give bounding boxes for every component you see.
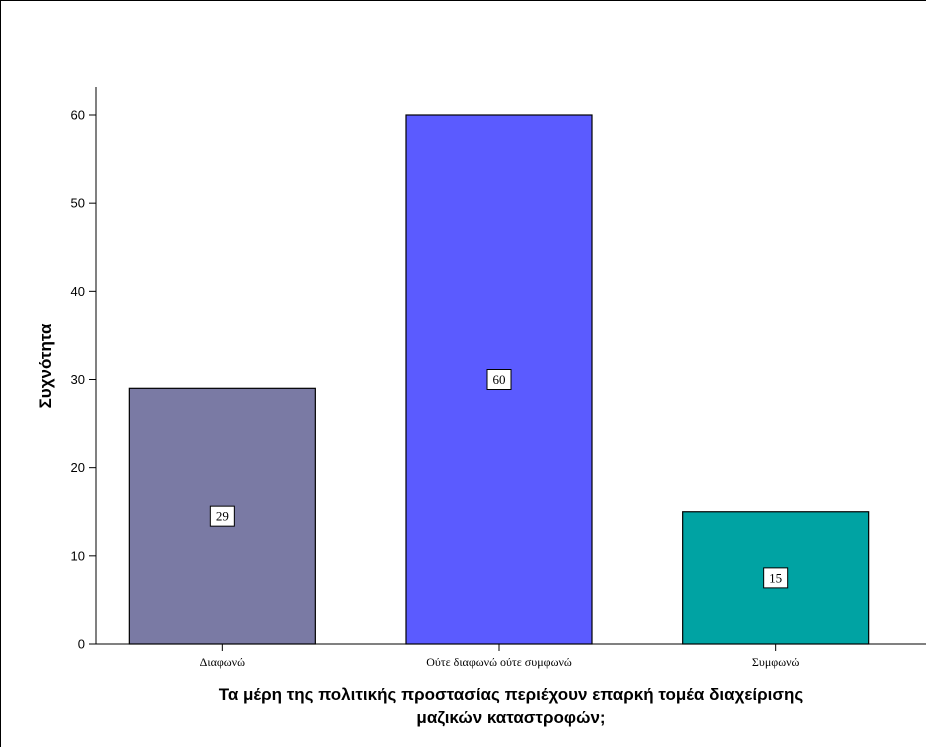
y-tick-label: 40 — [71, 284, 85, 299]
x-tick-label: Ούτε διαφωνώ ούτε συμφωνώ — [426, 655, 572, 669]
y-tick-label: 60 — [71, 108, 85, 123]
x-axis-title-line1: Τα μέρη της πολιτικής προστασίας περιέχο… — [219, 685, 804, 704]
x-axis-title-line2: μαζικών καταστροφών; — [416, 708, 605, 727]
x-tick-label: Συμφωνώ — [752, 655, 800, 669]
data-label-box — [486, 369, 512, 390]
y-axis-title: Συχνότητα — [36, 323, 55, 408]
bars: 29 60 15 — [128, 114, 870, 645]
x-tick-label: Διαφωνώ — [200, 655, 245, 669]
data-label: 15 — [769, 570, 782, 585]
y-ticks: 0 10 20 30 40 50 60 — [71, 108, 96, 652]
data-label-box — [209, 505, 235, 527]
y-tick-label: 0 — [78, 637, 85, 652]
y-tick-label: 20 — [71, 460, 85, 475]
data-label: 60 — [493, 372, 506, 387]
bar — [128, 387, 316, 645]
y-tick-label: 10 — [71, 548, 85, 563]
x-ticks: Διαφωνώ Ούτε διαφωνώ ούτε συμφωνώ Συμφωνώ — [200, 644, 800, 669]
y-tick-label: 30 — [71, 372, 85, 387]
data-label-box — [763, 567, 789, 589]
y-tick-label: 50 — [71, 196, 85, 211]
data-label: 29 — [216, 509, 229, 524]
